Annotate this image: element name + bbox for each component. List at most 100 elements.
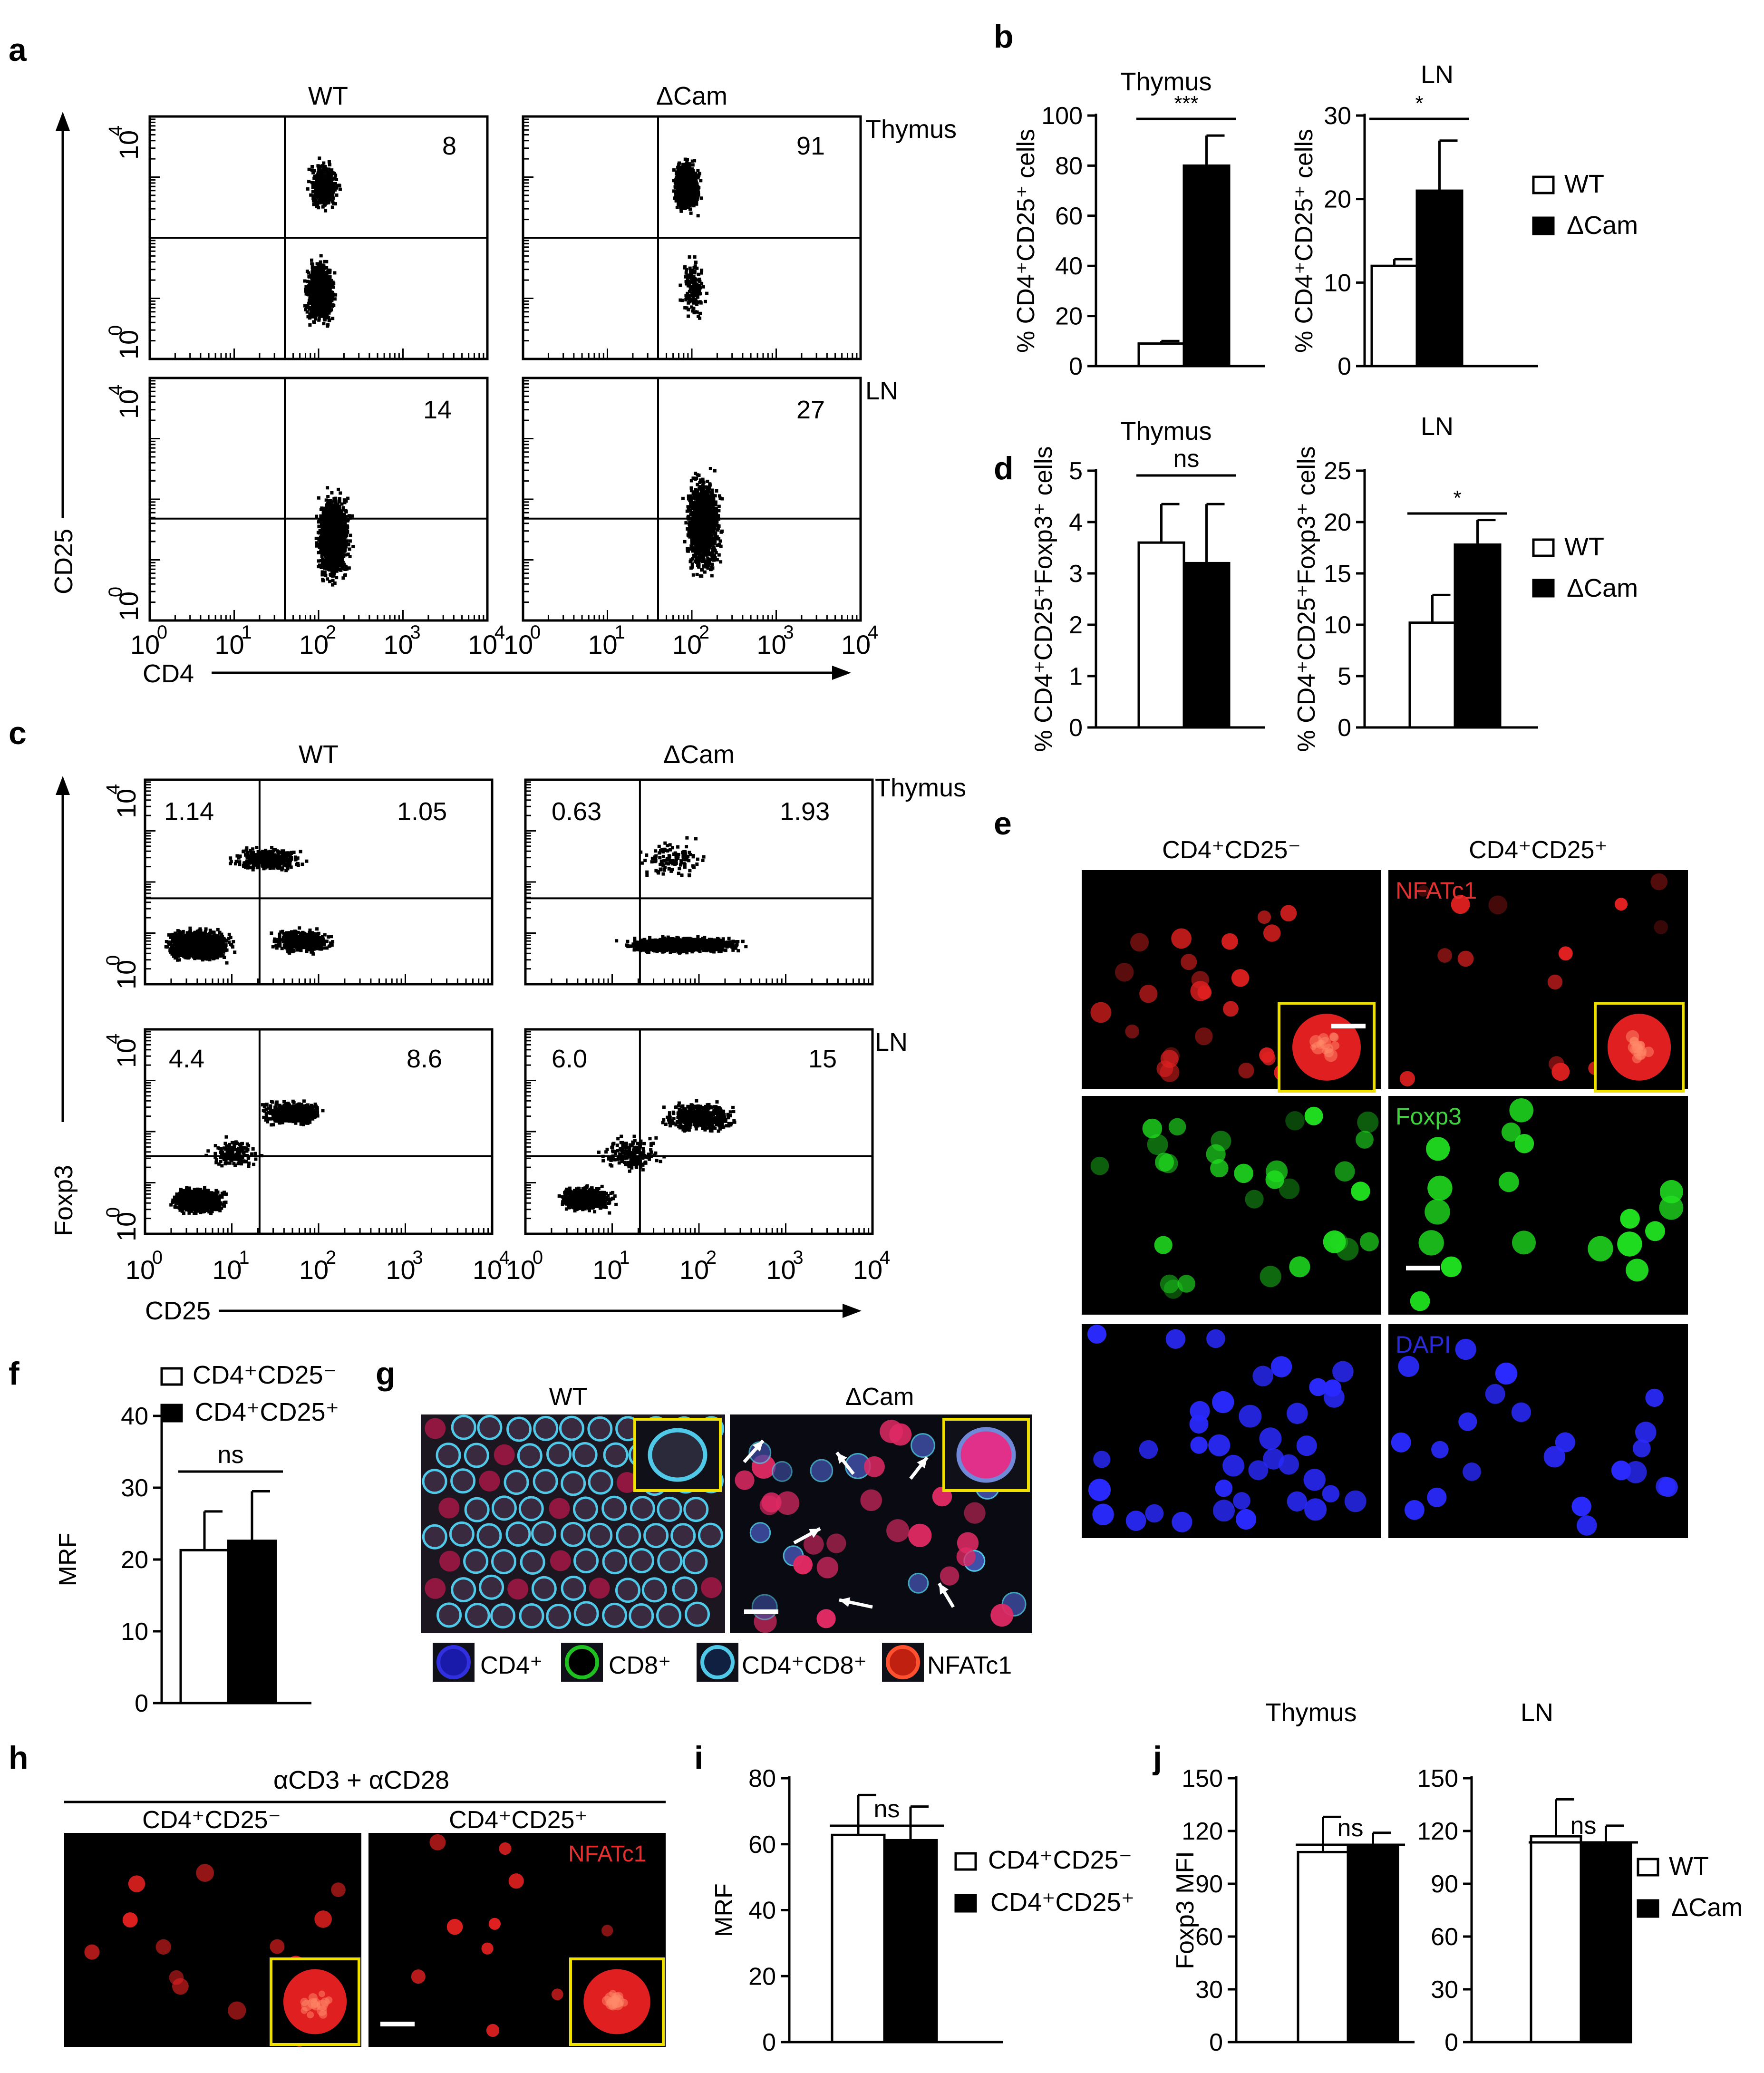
micro-g-wt-cell bbox=[698, 1522, 723, 1548]
panel-letter-b: b bbox=[994, 19, 1014, 55]
panel-g-legend-swatch-cell-1 bbox=[565, 1645, 599, 1679]
micro-h-pos-inset-speckle bbox=[620, 1998, 628, 2007]
micro-g-wt-cell bbox=[464, 1497, 490, 1522]
micro-h-neg-cell bbox=[169, 1970, 184, 1985]
micro-g-wt-cell bbox=[422, 1524, 447, 1550]
panel-c-q5: 4.4 bbox=[169, 1045, 204, 1073]
panel-c-x-dcam-tick-exp: 1 bbox=[619, 1247, 630, 1268]
micro-h-pos-cell bbox=[552, 1988, 563, 2001]
panel-a-q-wt-thymus: 8 bbox=[442, 132, 456, 160]
micro-e-foxp3-neg-cell bbox=[1260, 1266, 1281, 1288]
chart-j-thymus-tick-label: 60 bbox=[1195, 1923, 1223, 1951]
micro-e-foxp3-neg-cell bbox=[1335, 1161, 1355, 1182]
legend-i-neg: CD4⁺CD25⁻ bbox=[988, 1846, 1132, 1874]
micro-g-wt-nfatc1-cell bbox=[425, 1418, 446, 1439]
micro-g-wt-cell bbox=[657, 1548, 683, 1574]
micro-g-wt-nfatc1-cell bbox=[494, 1444, 515, 1465]
panel-letter-e: e bbox=[994, 805, 1012, 842]
legend-i-pos-swatch bbox=[954, 1894, 977, 1913]
micro-e-dapi-neg-cell bbox=[1190, 1436, 1208, 1454]
micro-g-wt-cell bbox=[560, 1521, 586, 1547]
panel-c-row-thymus: Thymus bbox=[875, 774, 966, 802]
micro-e-nfatc1-pos-cell bbox=[1551, 1063, 1570, 1081]
panel-c-x-wt-tick-label: 10 bbox=[386, 1255, 415, 1285]
chart-f-tick-label: 10 bbox=[121, 1618, 148, 1646]
micro-e-foxp3-pos-cell bbox=[1588, 1236, 1613, 1261]
micro-e-dapi-neg-cell bbox=[1248, 1460, 1269, 1481]
chart-b-thymus-tick-label: 80 bbox=[1055, 152, 1083, 180]
micro-g-wt-cell bbox=[450, 1468, 476, 1494]
micro-g-wt-cell bbox=[476, 1523, 502, 1549]
micro-g-wt-cell bbox=[657, 1496, 682, 1522]
chart-d-ln: 0 5 10 15 20 25 * LN % CD4⁺CD25⁺Foxp3⁺ cells bbox=[1293, 412, 1538, 752]
panel-c-y-bot: 10 bbox=[111, 1212, 141, 1241]
dotplot-c-3-frame bbox=[524, 1028, 874, 1235]
chart-d-thymus-tick-label: 4 bbox=[1069, 509, 1083, 536]
panel-letter-h: h bbox=[9, 1740, 29, 1776]
micro-e-dapi-neg-cells bbox=[1087, 1325, 1367, 1532]
micro-h-neg-cells bbox=[84, 1864, 346, 2047]
panel-a-y-top: 10 bbox=[114, 130, 144, 160]
micro-g-wt-cell bbox=[588, 1469, 613, 1495]
micro-e-foxp3-neg-cells bbox=[1090, 1106, 1379, 1299]
micro-h-neg-inset-speckle bbox=[307, 1998, 319, 2009]
chart-j-ln-tick-label: 0 bbox=[1444, 2029, 1458, 2056]
micro-g-dcam-cell bbox=[816, 1609, 836, 1628]
panel-c-y-mid: 10 bbox=[111, 960, 141, 989]
micro-e-nfatc1-pos-inset-speckle bbox=[1636, 1051, 1645, 1060]
micro-h-neg-inset-speckle bbox=[325, 1996, 333, 2004]
chart-b-thymus-significance: *** bbox=[1174, 92, 1198, 115]
micro-e-foxp3-neg-cell bbox=[1336, 1238, 1359, 1261]
micro-g-wt-cell bbox=[559, 1415, 584, 1441]
panel-c-x-wt-tick-label: 10 bbox=[473, 1255, 502, 1285]
chart-j-ln-bar-0 bbox=[1530, 1835, 1582, 2044]
chart-f: 0 10 20 30 40 ns MRF bbox=[54, 1403, 311, 1717]
panel-c-x-wt-tick-exp: 0 bbox=[152, 1247, 163, 1268]
micro-e-nfatc1-neg-cell bbox=[1090, 1002, 1112, 1023]
chart-i-y-label: MRF bbox=[710, 1883, 738, 1937]
micro-e-dapi-neg-cell bbox=[1296, 1435, 1317, 1456]
micro-g-wt-nfatc1-cell bbox=[507, 1579, 529, 1600]
panel-g-legend-cd4cd8: CD4⁺CD8⁺ bbox=[742, 1652, 867, 1679]
chart-d-ln-bar-1 bbox=[1454, 543, 1502, 729]
micro-g-arrowhead bbox=[939, 1583, 949, 1595]
panel-a-x-wt-tick-label: 10 bbox=[383, 630, 413, 659]
chart-i-tick-label: 40 bbox=[748, 1897, 776, 1925]
legend-j-wt: WT bbox=[1669, 1852, 1709, 1880]
micro-g-wt-cell bbox=[587, 1416, 613, 1442]
chart-b-thymus-title: Thymus bbox=[1120, 68, 1212, 96]
micro-g-scale-bar bbox=[744, 1609, 778, 1614]
panel-a-y-bot: 10 bbox=[114, 591, 144, 621]
micro-e-nfatc1-neg-cell bbox=[1263, 924, 1281, 942]
micro-g-wt bbox=[421, 1414, 725, 1633]
micro-e-nfatc1-neg-cell bbox=[1171, 928, 1192, 949]
micro-g-wt-cell bbox=[572, 1496, 598, 1522]
panel-a-x-dcam-tick-exp: 3 bbox=[783, 622, 794, 643]
panel-letter-f: f bbox=[9, 1356, 19, 1392]
micro-g-wt-cell bbox=[533, 1469, 558, 1494]
chart-b-thymus-tick-label: 60 bbox=[1055, 203, 1083, 230]
panel-c-x-dcam-tick-exp: 0 bbox=[533, 1247, 543, 1268]
micro-h-pos-cell bbox=[486, 2024, 500, 2037]
micro-e-dapi-neg-cell bbox=[1344, 1490, 1367, 1512]
micro-e-nfatc1-pos-cell bbox=[1451, 895, 1470, 914]
micro-e-dapi-neg-cell bbox=[1088, 1479, 1111, 1501]
panel-a-y-top2-exp: 4 bbox=[105, 385, 126, 395]
micro-g-wt-nfatc1-cell bbox=[479, 1471, 500, 1492]
micro-e-foxp3-pos-cell bbox=[1502, 1122, 1521, 1142]
micro-e-foxp3-neg-cell bbox=[1304, 1106, 1323, 1125]
micro-e-dapi-pos-cell bbox=[1571, 1496, 1591, 1516]
panel-c-x-wt-tick-exp: 4 bbox=[499, 1247, 510, 1268]
micro-g-wt-cell bbox=[641, 1577, 667, 1603]
chart-d-thymus-title: Thymus bbox=[1120, 417, 1212, 446]
legend-f-neg: CD4⁺CD25⁻ bbox=[193, 1361, 337, 1389]
micro-h-pos-inset-speckle bbox=[611, 1995, 620, 2004]
micro-g-wt-cell bbox=[533, 1415, 559, 1441]
micro-g-dcam-cell bbox=[803, 1534, 824, 1555]
micro-g-wt-cell bbox=[656, 1603, 682, 1628]
micro-h-pos bbox=[368, 1833, 666, 2047]
panel-c-y-top-exp: 4 bbox=[103, 784, 124, 794]
micro-g-arrowhead bbox=[752, 1441, 763, 1452]
panel-a-x-dcam-tick-label: 10 bbox=[504, 630, 533, 659]
micro-e-dapi-neg-cell bbox=[1145, 1504, 1164, 1523]
